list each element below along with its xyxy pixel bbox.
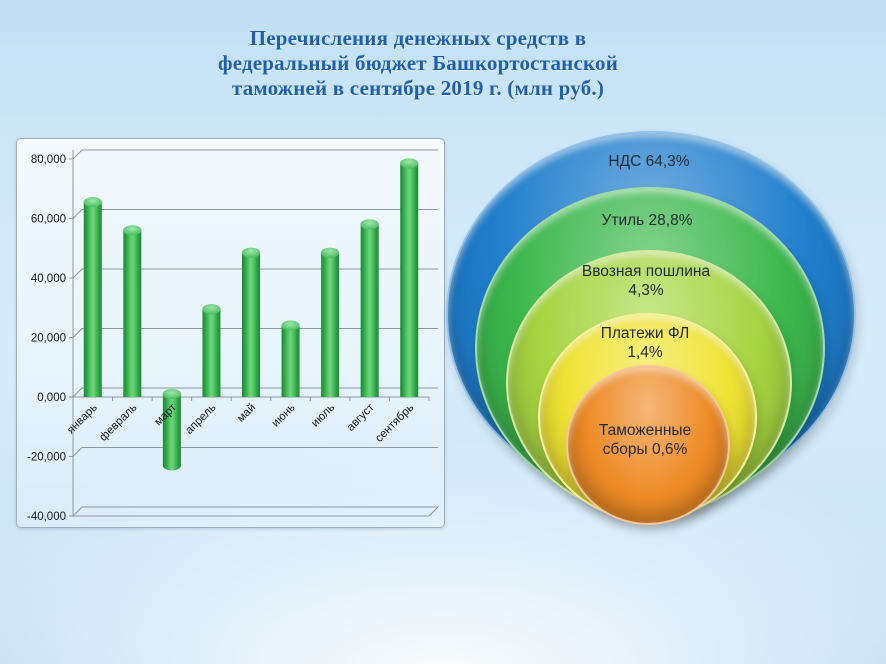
- x-axis: [72, 396, 430, 401]
- month-label: август: [345, 401, 378, 434]
- circle-label: Таможенные сборы 0,6%: [598, 422, 692, 458]
- chart-bar: [83, 197, 102, 397]
- nested-circle: [446, 131, 856, 498]
- chart-bar: [123, 225, 142, 397]
- y-axis-tick-label: 0,000: [37, 392, 66, 404]
- chart-bar: [202, 304, 221, 397]
- monthly-bar-chart: 80,000 60,000 40,000 20,000 0,000 -20,000 -40,…: [27, 149, 440, 523]
- bar-chart-panel: 80,000 60,000 40,000 20,000 0,000 -20,000 -40,…: [16, 138, 445, 528]
- month-label: июль: [309, 402, 337, 430]
- slide-title: Перечисления денежных средств в федераль…: [217, 26, 619, 100]
- y-axis-tick-label: 80,000: [31, 154, 66, 166]
- chart-bar: [162, 389, 181, 471]
- chart-bar: [400, 158, 419, 397]
- y-axis-tick-label: -20,000: [27, 452, 66, 464]
- month-label: июнь: [270, 402, 298, 430]
- chart-bar: [360, 219, 379, 397]
- month-label: апрель: [183, 402, 218, 437]
- nested-circle: [538, 313, 757, 521]
- circle-label: Платежи ФЛ 1,4%: [600, 325, 690, 361]
- chart-bar: [321, 247, 340, 397]
- circle-label: Ввозная пошлина 4,3%: [581, 263, 711, 299]
- circle-label: НДС 64,3%: [608, 153, 690, 170]
- month-label: сентябрь: [373, 402, 416, 445]
- y-axis-tick-label: -40,000: [27, 511, 66, 523]
- nested-circle: [506, 250, 792, 516]
- nested-circle: [566, 365, 730, 525]
- nested-circle: [475, 187, 825, 509]
- chart-floor: [71, 506, 440, 517]
- circle-label: Утиль 28,8%: [601, 212, 693, 229]
- month-label: январь: [65, 402, 100, 437]
- y-axis-tick-label: 20,000: [31, 333, 66, 345]
- chart-bar: [281, 320, 300, 397]
- chart-bar: [242, 247, 260, 397]
- chart-bars: [83, 158, 419, 471]
- month-label: май: [235, 402, 258, 425]
- y-axis-tick-label: 40,000: [31, 273, 66, 285]
- month-label: февраль: [97, 402, 139, 444]
- y-axis-tick-label: 60,000: [31, 214, 66, 226]
